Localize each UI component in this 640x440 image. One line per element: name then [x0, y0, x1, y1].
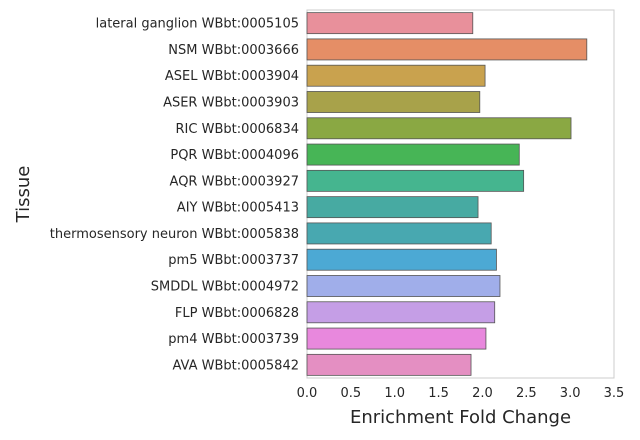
bar: [306, 275, 501, 297]
category-label: FLP WBbt:0006828: [175, 306, 299, 321]
category-label: pm5 WBbt:0003737: [168, 253, 299, 268]
category-label: AQR WBbt:0003927: [170, 174, 299, 189]
category-label: NSM WBbt:0003666: [168, 43, 299, 58]
category-label: AVA WBbt:0005842: [172, 358, 299, 373]
y-axis-title: Tissue: [13, 166, 34, 224]
category-label: lateral ganglion WBbt:0005105: [96, 17, 299, 32]
x-tick-label: 2.0: [472, 386, 493, 401]
x-tick-label: 3.0: [560, 386, 581, 401]
bar: [306, 327, 487, 350]
x-tick-label: 2.5: [516, 386, 537, 401]
category-label: ASER WBbt:0003903: [163, 96, 299, 111]
x-tick-label: 3.5: [604, 386, 625, 401]
x-tick-label: 1.5: [428, 386, 449, 401]
bar: [306, 38, 588, 61]
category-label: RIC WBbt:0006834: [176, 122, 299, 137]
bar: [306, 64, 486, 87]
x-tick-label: 0.0: [297, 386, 318, 401]
bar: [306, 222, 492, 245]
bar: [306, 353, 472, 376]
x-tick-label: 1.0: [384, 386, 405, 401]
x-axis-title: Enrichment Fold Change: [350, 407, 571, 428]
category-label: pm4 WBbt:0003739: [168, 332, 299, 347]
bar: [306, 117, 572, 140]
x-tick-labels: 0.0 0.5 1.0 1.5 2.0 2.5 3.0 3.5: [297, 386, 625, 401]
bar: [306, 248, 497, 271]
bar: [306, 143, 520, 166]
category-label: thermosensory neuron WBbt:0005838: [50, 227, 299, 242]
bars: [306, 12, 588, 376]
bar: [306, 301, 496, 324]
bar: [306, 196, 479, 219]
category-label: PQR WBbt:0004096: [170, 148, 299, 163]
category-labels: lateral ganglion WBbt:0005105 NSM WBbt:00…: [50, 17, 299, 374]
bar: [306, 169, 525, 192]
bar: [306, 91, 481, 113]
category-label: ASEL WBbt:0003904: [165, 69, 299, 84]
category-label: SMDDL WBbt:0004972: [151, 280, 299, 295]
x-tick-label: 0.5: [341, 386, 362, 401]
category-label: AIY WBbt:0005413: [177, 201, 299, 216]
bar: [306, 12, 474, 35]
